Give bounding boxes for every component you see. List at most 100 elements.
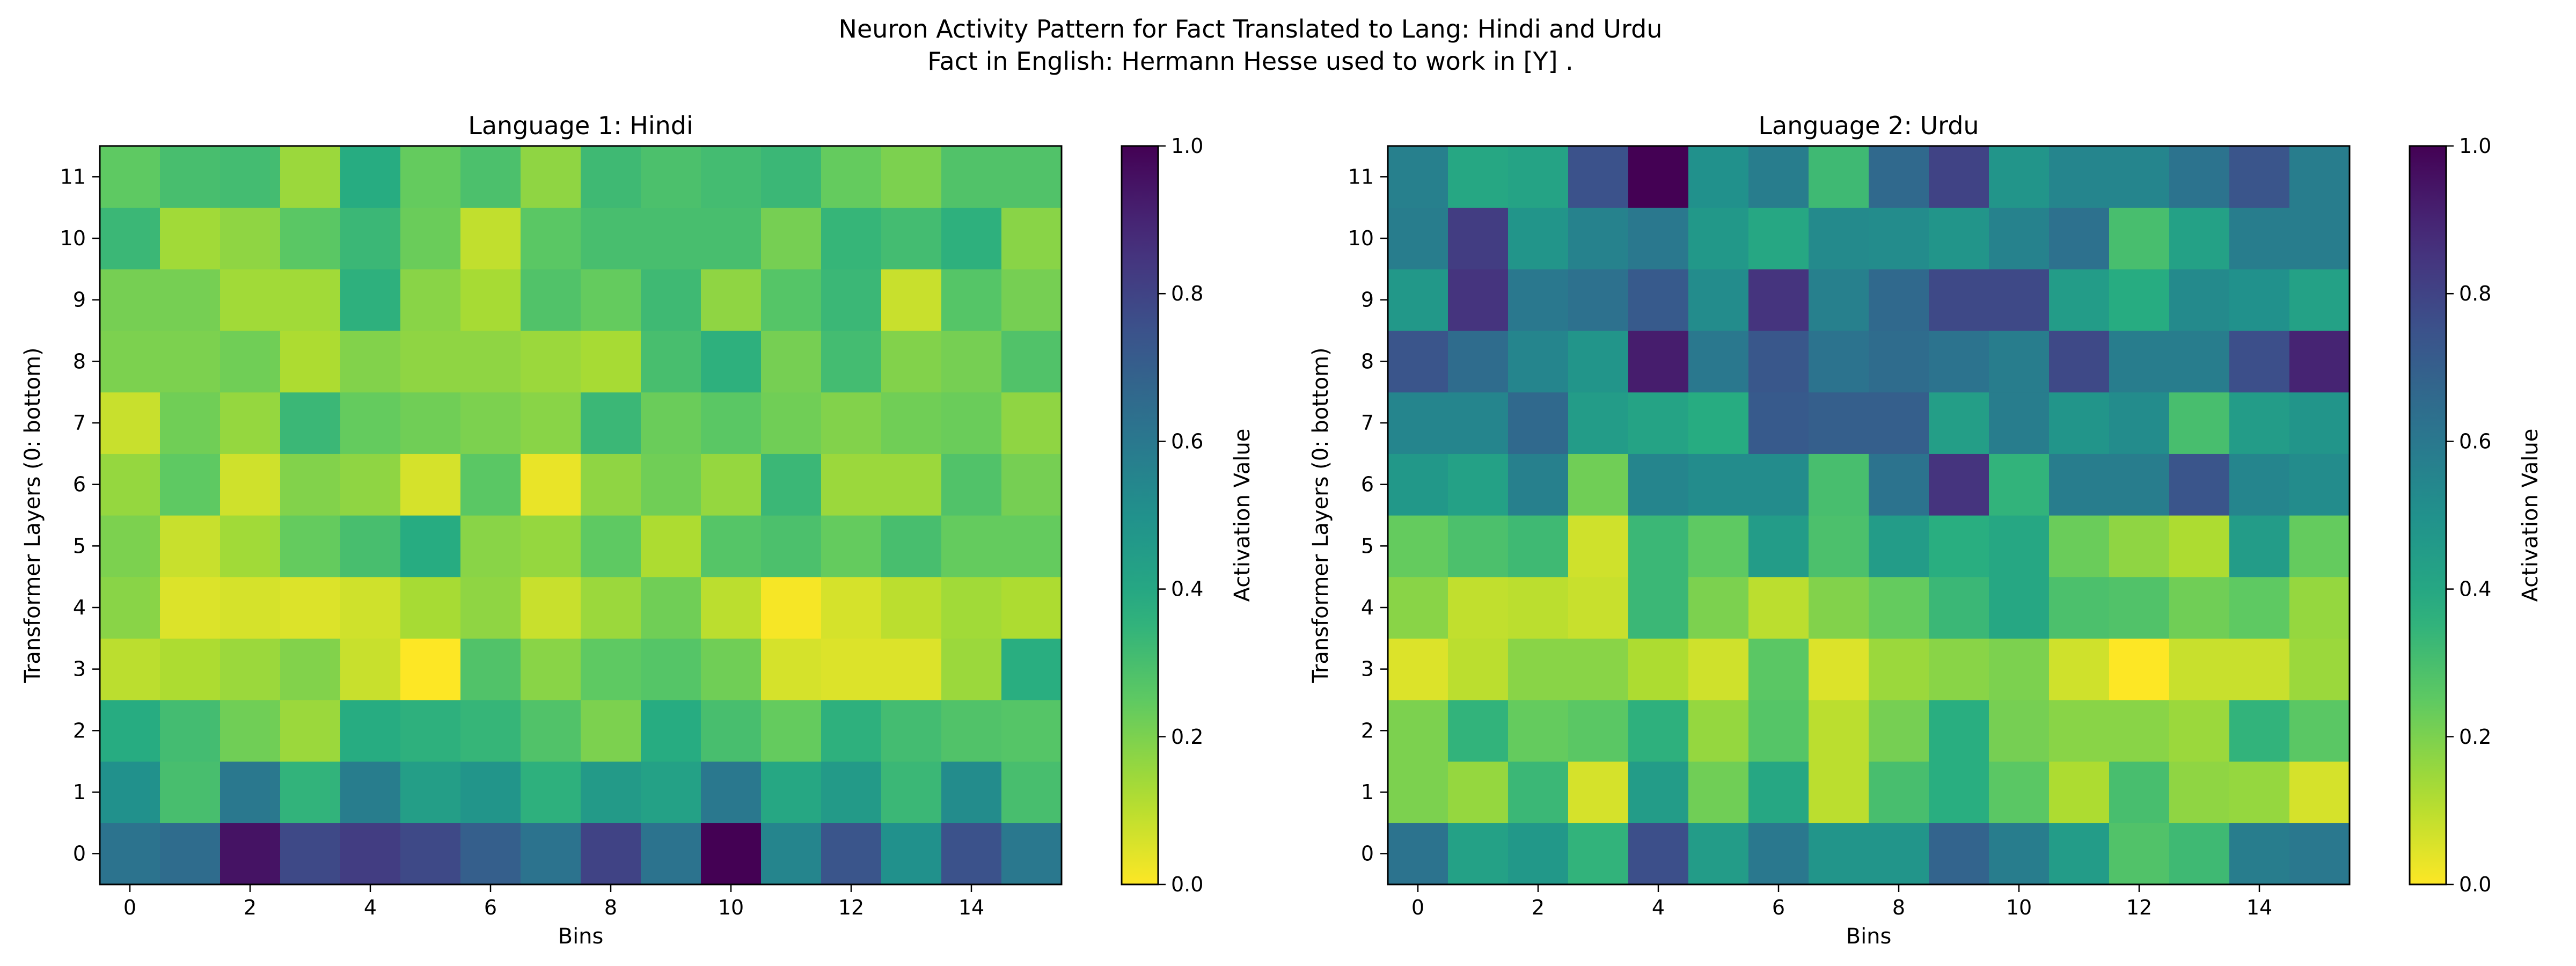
heatmap-cell	[1809, 269, 1869, 331]
heatmap-cell	[1448, 761, 1509, 823]
colorbar-tick-label: 0.8	[2459, 282, 2491, 305]
heatmap-cell	[761, 638, 822, 700]
heatmap-cell	[2289, 823, 2350, 885]
heatmap-cell	[220, 269, 281, 331]
heatmap-cell	[1388, 638, 1448, 700]
heatmap-cell	[340, 700, 401, 762]
heatmap-cell	[160, 331, 221, 393]
heatmap-cell	[2049, 331, 2110, 393]
heatmap-cell	[340, 453, 401, 516]
heatmap-cell	[2109, 207, 2170, 269]
heatmap-cell	[1508, 146, 1569, 208]
heatmap-cell	[1989, 823, 2050, 885]
heatmap-cell	[1989, 146, 2050, 208]
heatmap-cell	[1688, 638, 1749, 700]
heatmap-cell	[2169, 453, 2230, 516]
heatmap-cell	[1809, 700, 1869, 762]
x-tick-label: 6	[484, 896, 497, 919]
heatmap-cell	[1628, 700, 1689, 762]
heatmap-cell	[280, 146, 341, 208]
heatmap-cell	[761, 331, 822, 393]
heatmap-cell	[941, 453, 1002, 516]
heatmap-cell	[581, 146, 641, 208]
heatmap-cell	[220, 146, 281, 208]
heatmap-cell	[2109, 576, 2170, 639]
heatmap-cell	[941, 207, 1002, 269]
y-tick-label: 11	[60, 165, 86, 188]
heatmap-cell	[1748, 515, 1809, 577]
heatmap-cell	[1748, 207, 1809, 269]
heatmap-cell	[581, 392, 641, 454]
heatmap-cell	[2169, 515, 2230, 577]
y-tick-label: 4	[1361, 596, 1374, 619]
heatmap-cell	[220, 331, 281, 393]
heatmap-cell	[280, 638, 341, 700]
heatmap-cell	[641, 207, 701, 269]
heatmap-cell	[2169, 700, 2230, 762]
heatmap-cell	[941, 269, 1002, 331]
heatmap-cell	[1989, 207, 2050, 269]
heatmap-cell	[1929, 392, 1989, 454]
heatmap-cell	[160, 638, 221, 700]
heatmap-cell	[400, 392, 461, 454]
heatmap-cell	[1688, 823, 1749, 885]
x-tick-label: 14	[958, 896, 984, 919]
heatmap-cell	[941, 392, 1002, 454]
heatmap-cell	[2289, 761, 2350, 823]
y-tick-label: 5	[1361, 534, 1374, 558]
x-tick-label: 8	[1892, 896, 1905, 919]
heatmap-cell	[1448, 638, 1509, 700]
heatmap-cell	[280, 392, 341, 454]
x-tick-label: 0	[1411, 896, 1424, 919]
panel-title: Language 2: Urdu	[1758, 111, 1979, 140]
heatmap-cell	[821, 700, 882, 762]
heatmap-cell	[821, 823, 882, 885]
heatmap-cell	[521, 453, 581, 516]
x-axis-label: Bins	[1846, 924, 1892, 949]
heatmap-cell	[2169, 392, 2230, 454]
heatmap-cell	[100, 269, 160, 331]
heatmap-cell	[220, 761, 281, 823]
heatmap-cell	[821, 761, 882, 823]
heatmap-cell	[1628, 638, 1689, 700]
heatmap-cell	[1628, 207, 1689, 269]
heatmap-cell	[460, 392, 521, 454]
heatmap-cell	[941, 638, 1002, 700]
heatmap-cell	[761, 146, 822, 208]
x-tick-label: 8	[604, 896, 617, 919]
heatmap-cell	[581, 700, 641, 762]
heatmap-cell	[1688, 331, 1749, 393]
colorbar: 0.0 0.2 0.4 0.6 0.8 1.0 Activation Value	[1121, 134, 1255, 896]
heatmap-cell	[761, 269, 822, 331]
heatmap-cell	[1568, 146, 1629, 208]
heatmap-cell	[1001, 515, 1062, 577]
heatmap-cell	[2049, 823, 2110, 885]
colorbar-gradient	[2409, 145, 2447, 885]
heatmap-cell	[2289, 146, 2350, 208]
heatmap-cell	[701, 146, 762, 208]
heatmap-cell	[761, 761, 822, 823]
y-tick-label: 1	[1361, 780, 1374, 804]
heatmap-cell	[100, 515, 160, 577]
heatmap-cell	[2049, 761, 2110, 823]
y-tick-label: 11	[1348, 165, 1374, 188]
heatmap-cell	[1568, 761, 1629, 823]
heatmap-cell	[400, 453, 461, 516]
heatmap-cell	[1448, 515, 1509, 577]
heatmap-cell	[1989, 638, 2050, 700]
heatmap-cell	[881, 823, 942, 885]
heatmap-cell	[821, 269, 882, 331]
heatmap-cell	[2109, 331, 2170, 393]
heatmap-cell	[460, 515, 521, 577]
heatmap-cell	[220, 700, 281, 762]
heatmap-cell	[521, 823, 581, 885]
heatmap-cell	[1748, 576, 1809, 639]
heatmap-cell	[821, 392, 882, 454]
heatmap-cell	[1388, 761, 1448, 823]
heatmap-cell	[2049, 700, 2110, 762]
heatmap-cell	[2289, 392, 2350, 454]
heatmap-cell	[1809, 823, 1869, 885]
heatmap-cell	[100, 392, 160, 454]
heatmap-cell	[2229, 823, 2290, 885]
